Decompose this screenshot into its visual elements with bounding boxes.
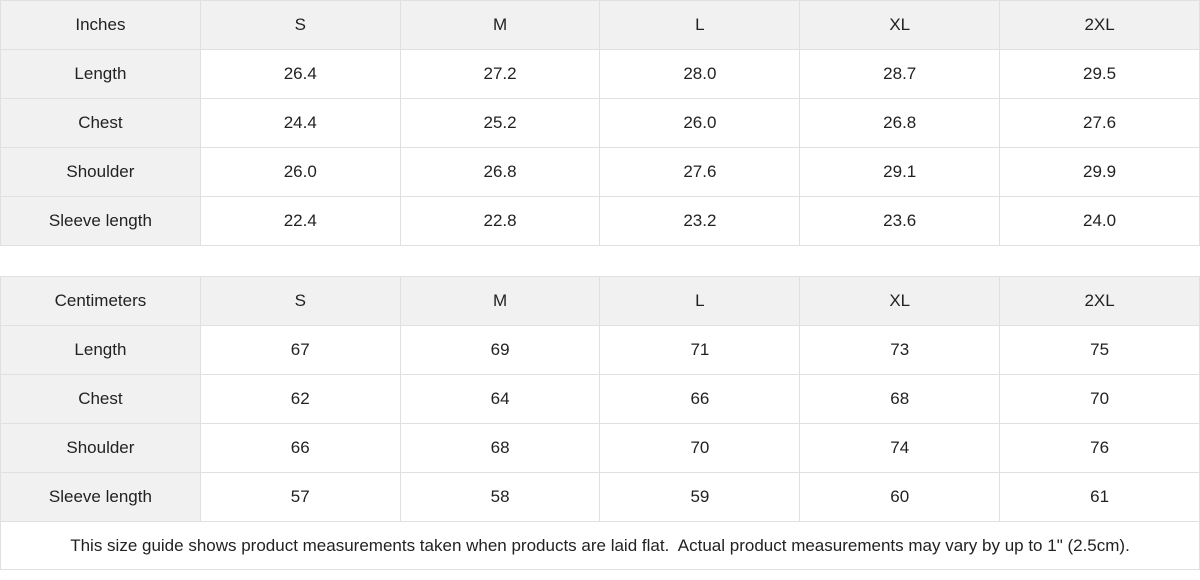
measurement-cell: 27.2 bbox=[399, 49, 601, 99]
measurement-cell: 28.0 bbox=[599, 49, 801, 99]
measurement-cell: 26.0 bbox=[599, 98, 801, 148]
measurement-cell: 70 bbox=[599, 423, 801, 473]
row-label-cell: Sleeve length bbox=[0, 196, 201, 246]
row-label-cell: Length bbox=[0, 325, 201, 375]
table-row: Chest 24.4 25.2 26.0 26.8 27.6 bbox=[0, 98, 1200, 148]
measurement-cell: 67 bbox=[199, 325, 401, 375]
measurement-cell: 68 bbox=[399, 423, 601, 473]
table-gap-divider bbox=[0, 246, 1200, 276]
measurement-cell: 24.4 bbox=[199, 98, 401, 148]
measurement-cell: 69 bbox=[399, 325, 601, 375]
measurement-cell: 26.4 bbox=[199, 49, 401, 99]
measurement-cell: 60 bbox=[799, 472, 1001, 522]
row-label-cell: Chest bbox=[0, 98, 201, 148]
measurement-cell: 28.7 bbox=[799, 49, 1001, 99]
row-label-cell: Shoulder bbox=[0, 423, 201, 473]
centimeters-size-table: Centimeters S M L XL 2XL Length 67 69 71 73 75 Chest… bbox=[0, 276, 1200, 522]
row-label-cell: Chest bbox=[0, 374, 201, 424]
measurement-cell: 76 bbox=[999, 423, 1200, 473]
size-header-cell: M bbox=[399, 276, 601, 326]
measurement-cell: 71 bbox=[599, 325, 801, 375]
size-header-cell: 2XL bbox=[999, 0, 1200, 50]
table-row: Shoulder 66 68 70 74 76 bbox=[0, 423, 1200, 473]
table-row: Length 67 69 71 73 75 bbox=[0, 325, 1200, 375]
measurement-cell: 75 bbox=[999, 325, 1200, 375]
inches-size-table: Inches S M L XL 2XL Length 26.4 27.2 28.0 28.7 29.5… bbox=[0, 0, 1200, 246]
measurement-cell: 62 bbox=[199, 374, 401, 424]
measurement-cell: 70 bbox=[999, 374, 1200, 424]
measurement-cell: 27.6 bbox=[999, 98, 1200, 148]
header-row: Inches S M L XL 2XL bbox=[0, 0, 1200, 50]
size-header-cell: S bbox=[199, 276, 401, 326]
measurement-cell: 24.0 bbox=[999, 196, 1200, 246]
measurement-cell: 64 bbox=[399, 374, 601, 424]
measurement-cell: 29.5 bbox=[999, 49, 1200, 99]
row-label-cell: Shoulder bbox=[0, 147, 201, 197]
table-row: Sleeve length 22.4 22.8 23.2 23.6 24.0 bbox=[0, 196, 1200, 246]
size-header-cell: M bbox=[399, 0, 601, 50]
measurement-cell: 74 bbox=[799, 423, 1001, 473]
row-label-cell: Length bbox=[0, 49, 201, 99]
measurement-cell: 22.8 bbox=[399, 196, 601, 246]
size-header-cell: XL bbox=[799, 0, 1001, 50]
unit-header-cell: Inches bbox=[0, 0, 201, 50]
measurement-cell: 29.1 bbox=[799, 147, 1001, 197]
table-row: Length 26.4 27.2 28.0 28.7 29.5 bbox=[0, 49, 1200, 99]
measurement-cell: 61 bbox=[999, 472, 1200, 522]
measurement-cell: 23.2 bbox=[599, 196, 801, 246]
size-guide-note: This size guide shows product measuremen… bbox=[0, 522, 1200, 570]
measurement-cell: 23.6 bbox=[799, 196, 1001, 246]
measurement-cell: 26.8 bbox=[399, 147, 601, 197]
measurement-cell: 68 bbox=[799, 374, 1001, 424]
measurement-cell: 57 bbox=[199, 472, 401, 522]
measurement-cell: 27.6 bbox=[599, 147, 801, 197]
size-header-cell: S bbox=[199, 0, 401, 50]
unit-header-cell: Centimeters bbox=[0, 276, 201, 326]
measurement-cell: 58 bbox=[399, 472, 601, 522]
size-header-cell: XL bbox=[799, 276, 1001, 326]
measurement-cell: 66 bbox=[199, 423, 401, 473]
measurement-cell: 22.4 bbox=[199, 196, 401, 246]
table-row: Shoulder 26.0 26.8 27.6 29.1 29.9 bbox=[0, 147, 1200, 197]
measurement-cell: 26.0 bbox=[199, 147, 401, 197]
size-header-cell: L bbox=[599, 0, 801, 50]
table-row: Sleeve length 57 58 59 60 61 bbox=[0, 472, 1200, 522]
measurement-cell: 29.9 bbox=[999, 147, 1200, 197]
measurement-cell: 26.8 bbox=[799, 98, 1001, 148]
header-row: Centimeters S M L XL 2XL bbox=[0, 276, 1200, 326]
measurement-cell: 25.2 bbox=[399, 98, 601, 148]
row-label-cell: Sleeve length bbox=[0, 472, 201, 522]
measurement-cell: 59 bbox=[599, 472, 801, 522]
size-header-cell: 2XL bbox=[999, 276, 1200, 326]
measurement-cell: 73 bbox=[799, 325, 1001, 375]
table-row: Chest 62 64 66 68 70 bbox=[0, 374, 1200, 424]
measurement-cell: 66 bbox=[599, 374, 801, 424]
size-header-cell: L bbox=[599, 276, 801, 326]
